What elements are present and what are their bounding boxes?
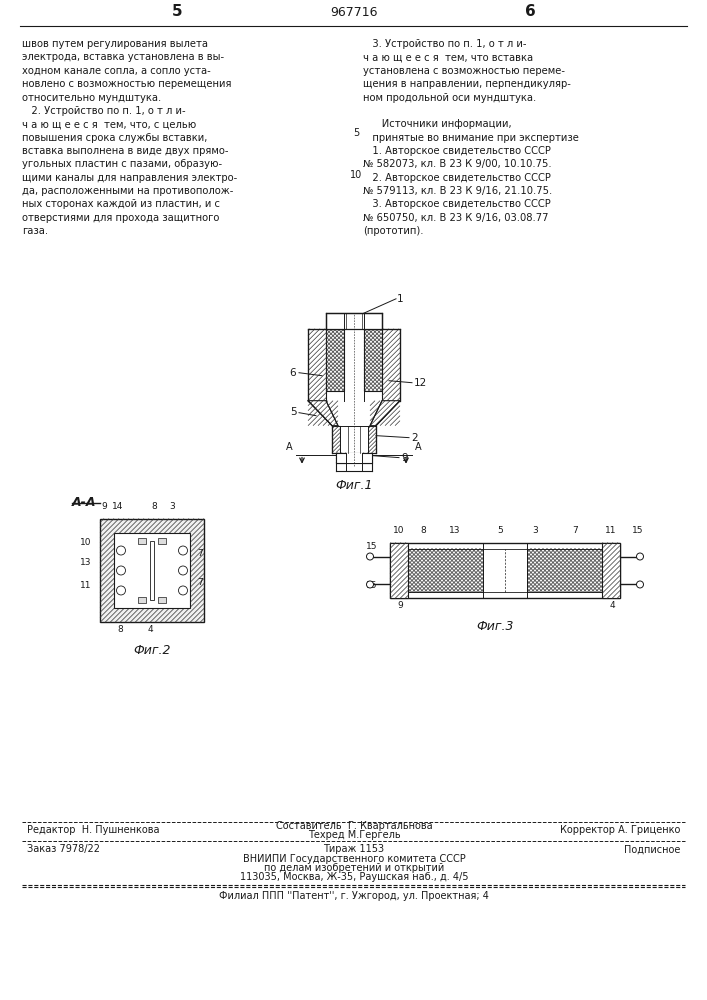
Bar: [158, 538, 166, 544]
Bar: [136, 541, 150, 600]
Circle shape: [366, 553, 373, 560]
Text: 7: 7: [197, 578, 203, 587]
Circle shape: [636, 581, 643, 588]
Text: 12: 12: [414, 378, 427, 388]
Bar: [340, 426, 368, 453]
Text: Подписное: Подписное: [624, 844, 680, 854]
Bar: [114, 533, 190, 608]
Text: 3: 3: [532, 526, 538, 535]
Text: 13: 13: [81, 558, 92, 567]
Text: Составитель  Г. Квартальнова: Составитель Г. Квартальнова: [276, 821, 432, 831]
Circle shape: [366, 581, 373, 588]
Text: Редактор  Н. Пушненкова: Редактор Н. Пушненкова: [27, 825, 160, 835]
Text: 11: 11: [81, 581, 92, 590]
Bar: [390, 543, 408, 598]
Bar: [336, 453, 346, 463]
Bar: [332, 426, 340, 453]
Text: 9: 9: [401, 453, 408, 463]
Text: 6: 6: [525, 4, 535, 19]
Bar: [336, 453, 372, 463]
Text: А: А: [415, 442, 421, 452]
Text: Фиг.2: Фиг.2: [133, 644, 171, 657]
Text: 4: 4: [147, 625, 153, 634]
Text: 8: 8: [420, 526, 426, 535]
Text: 1: 1: [397, 294, 404, 304]
Text: 5: 5: [497, 526, 503, 535]
Circle shape: [178, 566, 187, 575]
Text: Корректор А. Гриценко: Корректор А. Гриценко: [560, 825, 680, 835]
Circle shape: [178, 586, 187, 595]
Text: 7: 7: [572, 526, 578, 535]
Polygon shape: [370, 401, 400, 426]
Text: 9: 9: [397, 601, 403, 610]
Bar: [408, 549, 483, 592]
Text: 4: 4: [609, 601, 615, 610]
Bar: [138, 538, 146, 544]
Text: 6: 6: [289, 368, 296, 378]
Text: 15: 15: [366, 542, 378, 551]
Text: 15: 15: [366, 581, 378, 590]
Text: 5: 5: [172, 4, 182, 19]
Text: 3: 3: [169, 502, 175, 511]
Text: А: А: [286, 442, 293, 452]
Bar: [483, 549, 527, 592]
Text: 9: 9: [101, 502, 107, 511]
Text: 8: 8: [117, 625, 123, 634]
Text: по делам изобретений и открытий: по делам изобретений и открытий: [264, 863, 444, 873]
Bar: [154, 541, 168, 600]
Text: Заказ 7978/22: Заказ 7978/22: [27, 844, 100, 854]
Text: 967716: 967716: [330, 6, 378, 19]
Text: 113035, Москва, Ж-35, Раушская наб., д. 4/5: 113035, Москва, Ж-35, Раушская наб., д. …: [240, 872, 468, 882]
Polygon shape: [308, 401, 338, 426]
Text: Тираж 1153: Тираж 1153: [323, 844, 385, 854]
Text: 5: 5: [291, 407, 297, 417]
Text: Фиг.3: Фиг.3: [477, 620, 514, 633]
Circle shape: [117, 546, 126, 555]
Text: Филиал ППП ''Патент'', г. Ужгород, ул. Проектная; 4: Филиал ППП ''Патент'', г. Ужгород, ул. П…: [219, 891, 489, 901]
Bar: [100, 519, 204, 622]
Text: Техред М.Гергель: Техред М.Гергель: [308, 830, 400, 840]
Text: 14: 14: [112, 502, 124, 511]
Bar: [346, 453, 362, 463]
Bar: [527, 549, 602, 592]
Bar: [368, 426, 376, 453]
Text: ВНИИПИ Государственного комитета СССР: ВНИИПИ Государственного комитета СССР: [243, 854, 465, 864]
Text: 2: 2: [411, 433, 418, 443]
Text: Фиг.1: Фиг.1: [335, 479, 373, 492]
Bar: [364, 329, 382, 391]
Circle shape: [636, 553, 643, 560]
Bar: [390, 543, 620, 598]
Text: 15: 15: [632, 526, 644, 535]
Bar: [362, 453, 372, 463]
Text: 11: 11: [605, 526, 617, 535]
Polygon shape: [326, 313, 382, 329]
Bar: [158, 597, 166, 603]
Text: 10: 10: [81, 538, 92, 547]
Text: 10: 10: [350, 170, 362, 180]
Bar: [326, 329, 344, 391]
Text: 3. Устройство по п. 1, о т л и-
ч а ю щ е е с я  тем, что вставка
установлена с : 3. Устройство по п. 1, о т л и- ч а ю щ …: [363, 39, 579, 236]
Text: 8: 8: [151, 502, 157, 511]
Text: 10: 10: [393, 526, 404, 535]
Bar: [382, 329, 400, 401]
Text: А-А: А-А: [72, 496, 96, 509]
Bar: [308, 329, 326, 401]
Text: 13: 13: [449, 526, 461, 535]
Text: швов путем регулирования вылета
электрода, вставка установлена в вы-
ходном кана: швов путем регулирования вылета электрод…: [22, 39, 238, 236]
Circle shape: [178, 546, 187, 555]
Circle shape: [117, 566, 126, 575]
Text: 7: 7: [197, 549, 203, 558]
Bar: [602, 543, 620, 598]
Bar: [150, 541, 154, 600]
Bar: [138, 597, 146, 603]
Text: 5: 5: [353, 128, 359, 138]
Circle shape: [117, 586, 126, 595]
